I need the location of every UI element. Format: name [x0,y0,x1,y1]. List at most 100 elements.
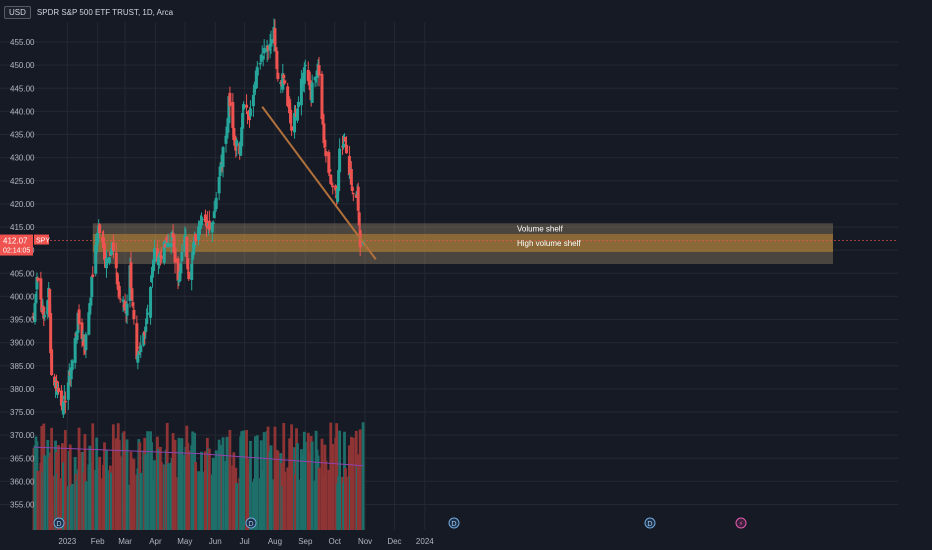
candle-body [49,313,53,354]
y-tick-label: 355.00 [10,501,35,510]
dividend-icon[interactable]: D [245,517,257,529]
candle-body [80,322,84,340]
candle-body [48,289,52,318]
candle-body [283,80,287,84]
candle-body [221,147,225,168]
candle-body [212,211,216,219]
zone-band[interactable] [92,233,833,252]
candle-body [240,127,244,147]
candle-body [252,89,256,93]
currency-badge[interactable]: USD [4,6,31,19]
candle-body [107,257,111,264]
volume-bar [207,448,211,530]
candle-body [137,351,141,356]
volume-bar [276,451,280,530]
candle-body [207,220,211,230]
candle-body [324,151,328,157]
candle-body [225,126,229,139]
zone-band[interactable] [92,251,833,264]
candle-body [247,115,251,121]
volume-bar [36,470,40,530]
candle-body [162,241,166,263]
time-axis-bg [0,531,932,550]
svg-text:D: D [56,520,61,528]
trendline[interactable] [261,106,377,260]
candle-body [165,236,169,243]
candle-body [235,140,239,146]
candle-body [171,233,175,238]
candle-body [306,70,310,81]
candle-body [258,62,262,65]
candle-body [313,76,317,81]
volume-bar [345,476,348,530]
candle-body [36,277,40,281]
candle-body [193,236,197,248]
candle-body [40,301,44,313]
candle-body [194,234,198,242]
candle-body [102,237,106,249]
volume-bar [228,429,232,530]
volume-bar [153,460,156,530]
dividend-icon[interactable]: D [644,517,656,529]
candle-body [87,312,91,335]
volume-bar [180,438,184,530]
candle-body [143,331,147,336]
candle-body [61,401,65,415]
ticker-tag-box [34,234,49,245]
candle-body [77,309,81,325]
dividend-icon[interactable]: D [53,517,65,529]
y-tick-label: 425.00 [10,177,35,186]
time-axis[interactable]: 2023 Feb Mar Apr May Jun Jul Aug Sep Oct Nov Dec 202… [0,531,932,550]
volume-bar [358,429,362,530]
candle-body [242,104,246,110]
candle-body [125,303,129,316]
y-tick-label: 370.00 [10,431,35,440]
price-axis[interactable]: 355.00 360.00 365.00 370.00 375.00 380.00 385.… [10,38,35,510]
candle-body [233,135,237,146]
candle-body [199,222,203,229]
candle-body [96,238,100,244]
candle-body [231,102,235,128]
candle-body [185,237,189,258]
volume-bar [221,437,225,530]
candle-body [183,235,187,252]
candle-body [248,108,252,117]
volume-bar [146,431,150,530]
x-tick-label: Jun [209,537,222,546]
candle-body [109,248,113,256]
price-tag-box [0,234,33,256]
zone-band[interactable] [92,223,833,234]
candle-body [121,299,125,302]
candle-body [214,197,218,209]
candle-body [88,303,92,315]
candle-body [114,252,118,269]
candle-body [213,210,217,212]
candle-body [198,229,202,232]
candle-body [262,48,266,54]
dividend-icon[interactable]: D [448,517,460,529]
candle-body [308,80,312,91]
volume-bar [111,424,115,530]
earnings-icon[interactable]: ⚡ [735,517,747,529]
volume-bar [242,430,246,530]
volume-bar [105,449,108,530]
candle-body [210,222,214,233]
candle-body [118,298,122,300]
volume-shelf-zones[interactable] [92,223,833,264]
candle-body [329,174,333,184]
candle-body [274,47,278,52]
candle-body [62,395,66,400]
candle-body [269,39,273,47]
x-tick-label: Dec [387,537,401,546]
x-tick-label: 2023 [58,537,76,546]
candle-body [275,51,279,70]
candle-body [336,188,340,202]
candle-body [259,54,263,62]
candle-body [330,183,334,185]
x-tick-label: Jul [239,537,249,546]
candle-body [56,387,60,393]
event-markers[interactable]: D D D D ⚡ [53,517,747,529]
volume-bar [98,456,102,530]
volume-bar [297,479,300,530]
